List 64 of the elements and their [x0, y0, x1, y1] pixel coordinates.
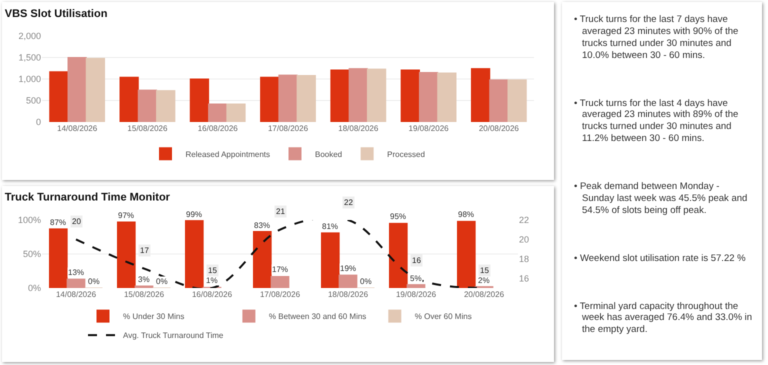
data-label: 5%: [410, 274, 422, 283]
data-label: 16: [412, 256, 422, 265]
x-tick-label: 18/08/2026: [328, 290, 369, 299]
x-tick-label: 19/08/2026: [408, 124, 450, 133]
legend-label: Processed: [387, 150, 425, 159]
data-label: 2%: [478, 276, 490, 285]
x-tick-label: 16/08/2026: [192, 290, 233, 299]
data-label: 19%: [340, 264, 356, 273]
data-label: 17: [140, 246, 150, 255]
data-label: 97%: [118, 211, 134, 220]
x-tick-label: 17/08/2026: [268, 124, 309, 133]
data-label: 22: [344, 198, 354, 207]
x-tick-label: 15/08/2026: [127, 124, 168, 133]
y-tick-label: 1,500: [18, 52, 41, 63]
y2-tick-label: 22: [519, 215, 530, 226]
data-label: 95%: [390, 212, 406, 221]
x-tick-label: 14/08/2026: [57, 124, 98, 133]
chart-title: Truck Turnaround Time Monitor: [4, 192, 171, 204]
data-label: 1%: [206, 276, 218, 285]
x-tick-label: 14/08/2026: [56, 290, 97, 299]
y-tick-label: 50%: [22, 249, 41, 260]
y2-tick-label: 18: [519, 254, 530, 264]
data-label: 0%: [88, 277, 100, 286]
x-tick-label: 16/08/2026: [198, 124, 238, 133]
data-label: 0%: [360, 277, 372, 286]
text: • Terminal yard capacity throughout the week has averaged 76.4% and 33.0% in the empty yard.: [574, 300, 754, 336]
x-tick-label: 18/08/2026: [338, 124, 379, 133]
y-tick-label: 0: [36, 117, 41, 128]
data-label: 3%: [138, 275, 150, 284]
legend-label: Avg. Truck Turnaround Time: [123, 331, 224, 340]
legend-label: % Over 60 Mins: [414, 312, 472, 322]
y-tick-label: 500: [26, 96, 41, 106]
data-label: 15: [208, 266, 218, 275]
x-tick-label: 15/08/2026: [124, 290, 165, 299]
text: • Truck turns for the last 4 days have averaged 23 minutes with 89% of the trucks turned under 30 minutes and 11.2% between 30 - 60 mins.: [574, 98, 740, 145]
data-label: 83%: [254, 221, 270, 230]
y-tick-label: 0%: [28, 283, 41, 294]
x-tick-label: 20/08/2026: [478, 124, 520, 133]
text: • Weekend slot utilisation rate is 57.22 %: [574, 252, 747, 264]
data-label: 17%: [272, 265, 288, 274]
legend-label: % Under 30 Mins: [123, 312, 184, 322]
data-label: 87%: [50, 218, 66, 227]
text: • Truck turns for the last 7 days have averaged 23 minutes with 90% of the trucks turned under 30 minutes and 10.0% between 30 - 60 mins.: [574, 14, 740, 62]
y-tick-label: 100%: [18, 215, 41, 226]
data-label: 20: [72, 217, 82, 226]
x-tick-label: 20/08/2026: [464, 290, 505, 299]
data-label: 15: [480, 266, 490, 275]
x-tick-label: 19/08/2026: [396, 290, 437, 299]
data-label: 13%: [68, 268, 84, 277]
legend-label: % Between 30 and 60 Mins: [268, 312, 366, 322]
chart-title: VBS Slot Utilisation: [4, 8, 108, 20]
legend-label: Released Appointments: [186, 150, 270, 159]
y-tick-label: 1,000: [18, 74, 41, 84]
text: • Peak demand between Monday - Sunday last week was 45.5% peak and 54.5% of slots being off peak.: [574, 181, 748, 217]
data-label: 21: [276, 207, 286, 216]
legend-label: Booked: [315, 150, 342, 159]
y-tick-label: 2,000: [18, 31, 41, 42]
data-label: 99%: [186, 210, 202, 219]
x-tick-label: 17/08/2026: [260, 290, 301, 299]
y2-tick-label: 20: [519, 234, 530, 245]
data-label: 0%: [156, 277, 168, 286]
data-label: 81%: [322, 222, 338, 231]
y2-tick-label: 16: [519, 273, 530, 284]
data-label: 98%: [458, 210, 474, 219]
